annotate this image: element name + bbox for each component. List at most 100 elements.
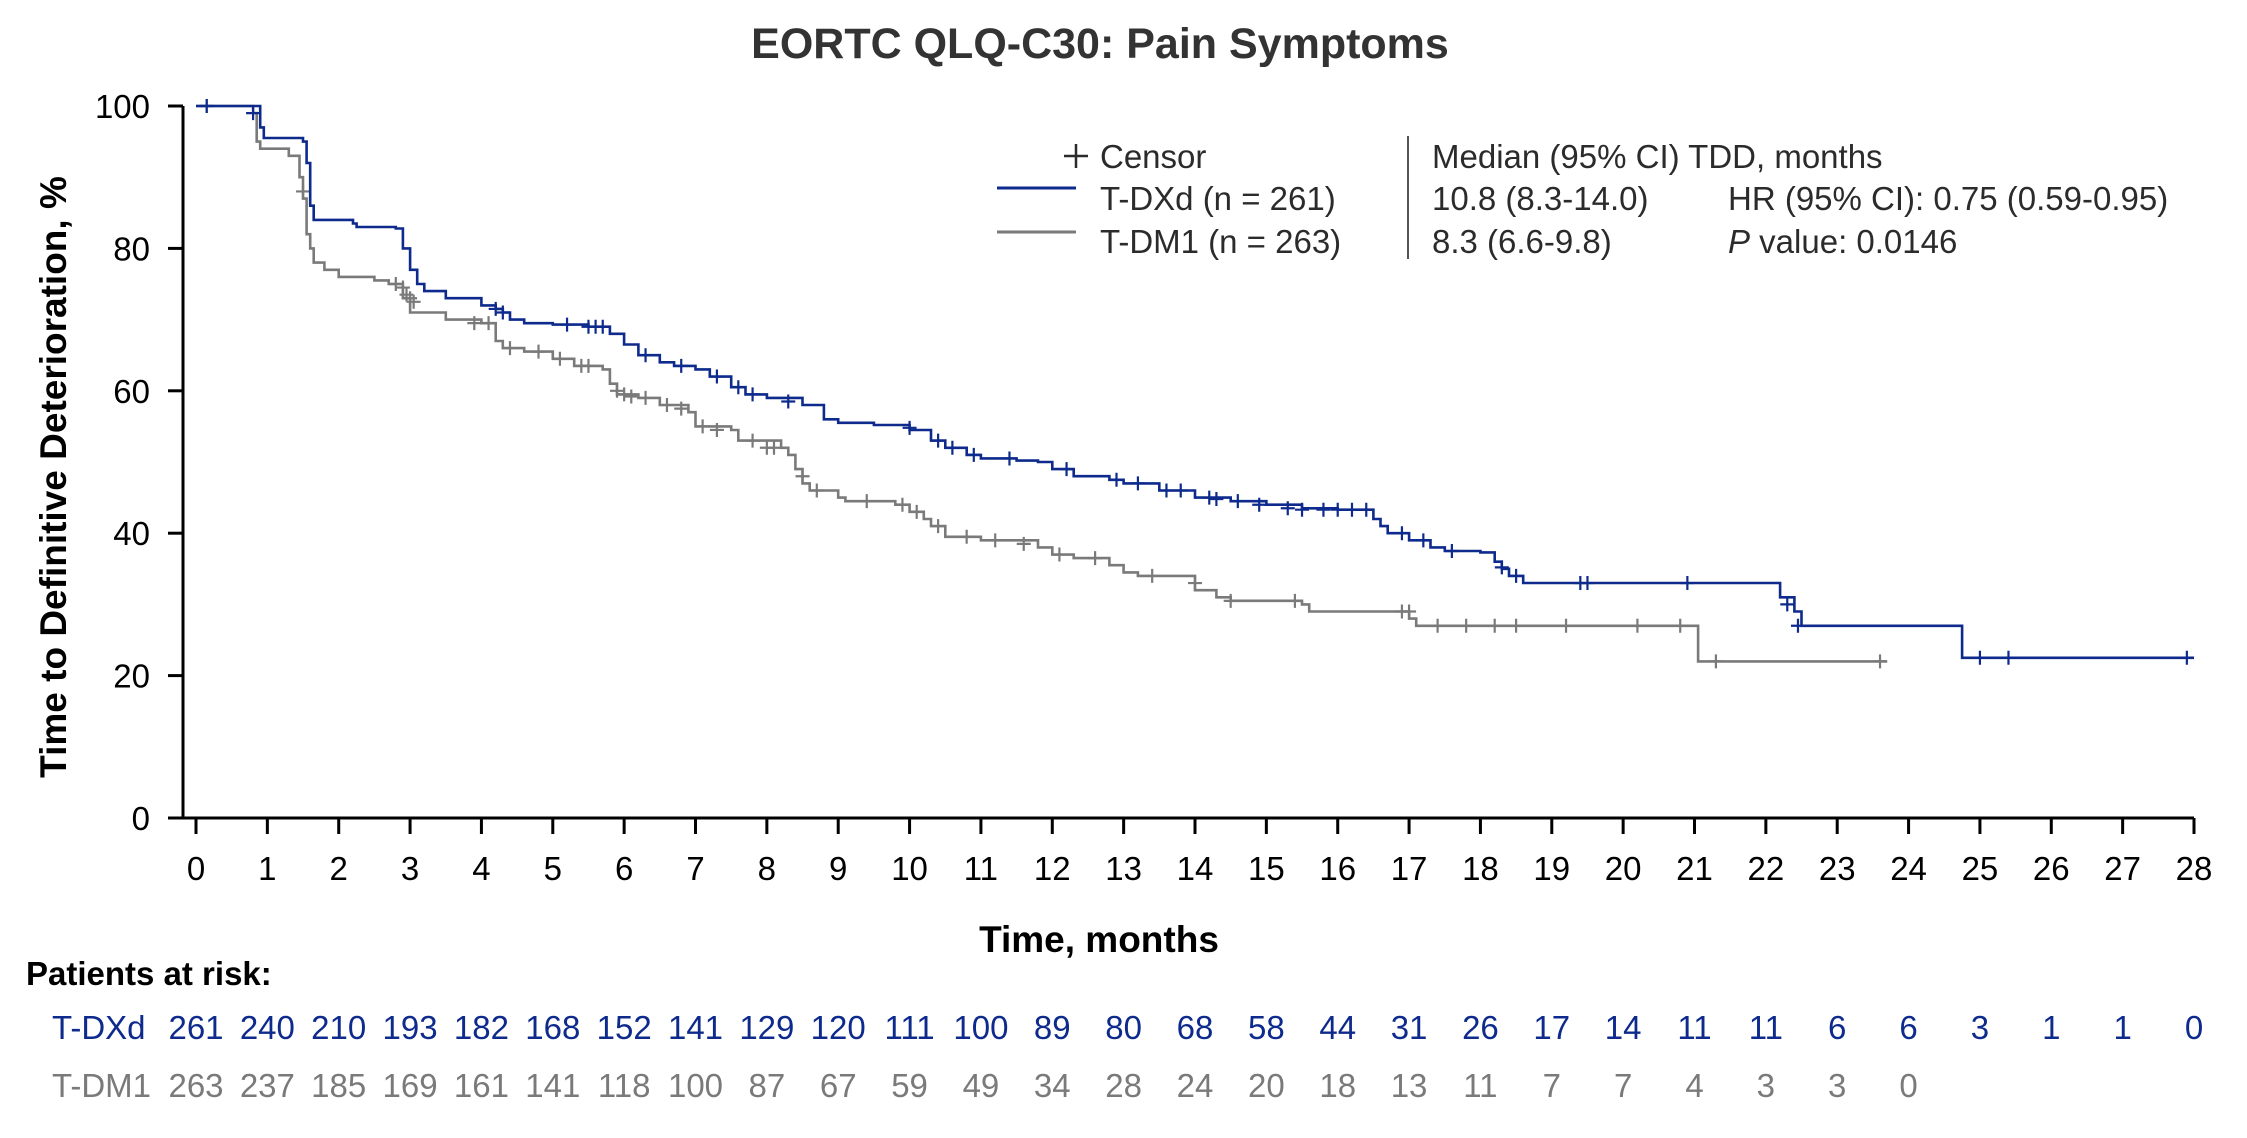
x-tick-label-7: 7 bbox=[686, 850, 704, 887]
risk-value-t-dxd-9: 120 bbox=[811, 1009, 866, 1046]
censor-mark-t-dxd-11 bbox=[731, 380, 746, 395]
legend: Censor T-DXd (n = 261) T-DM1 (n = 263) M… bbox=[997, 136, 2168, 260]
x-tick-label-9: 9 bbox=[829, 850, 847, 887]
km-curve-t-dxd bbox=[196, 104, 2194, 660]
censor-mark-t-dxd-15 bbox=[931, 433, 946, 448]
series-t-dxd bbox=[196, 99, 2194, 665]
censor-mark-t-dm1-34 bbox=[1052, 547, 1067, 562]
censor-mark-t-dxd-14 bbox=[902, 420, 917, 435]
censor-mark-t-dxd-24 bbox=[1202, 490, 1217, 505]
censor-mark-t-dm1-45 bbox=[1509, 618, 1524, 633]
x-tick-label-17: 17 bbox=[1391, 850, 1428, 887]
censor-mark-t-dm1-25 bbox=[795, 469, 810, 484]
censor-mark-t-dm1-22 bbox=[745, 433, 760, 448]
risk-value-t-dm1-24: 0 bbox=[1899, 1067, 1917, 1104]
risk-value-t-dm1-0: 263 bbox=[168, 1067, 223, 1104]
risk-value-t-dm1-21: 4 bbox=[1685, 1067, 1703, 1104]
x-tick-label-23: 23 bbox=[1819, 850, 1856, 887]
risk-value-t-dm1-8: 87 bbox=[748, 1067, 785, 1104]
censor-mark-t-dm1-44 bbox=[1487, 618, 1502, 633]
y-tick-label-0: 0 bbox=[132, 800, 150, 837]
censor-mark-t-dxd-12 bbox=[745, 387, 760, 402]
censor-mark-t-dm1-29 bbox=[909, 504, 924, 519]
x-tick-label-2: 2 bbox=[330, 850, 348, 887]
y-tick-label-60: 60 bbox=[113, 373, 150, 410]
censor-mark-t-dm1-50 bbox=[1873, 654, 1888, 669]
censor-mark-t-dm1-6 bbox=[406, 294, 421, 309]
censor-mark-t-dm1-42 bbox=[1430, 618, 1445, 633]
censor-mark-t-dm1-30 bbox=[931, 519, 946, 534]
risk-value-t-dm1-18: 11 bbox=[1463, 1067, 1497, 1104]
x-tick-label-8: 8 bbox=[758, 850, 776, 887]
censor-mark-t-dm1-33 bbox=[1016, 536, 1031, 551]
censor-mark-t-dxd-1 bbox=[246, 106, 261, 121]
risk-value-t-dm1-16: 18 bbox=[1319, 1067, 1356, 1104]
censor-mark-t-dm1-1 bbox=[296, 184, 311, 199]
x-ticks: 0 1 2 3 4 5 6 7 8 9 10 11 12 13 14 15 16 17 18 19 20 21 22 23 24… bbox=[187, 818, 2212, 887]
censor-mark-t-dxd-31 bbox=[1330, 502, 1345, 517]
risk-value-t-dxd-18: 26 bbox=[1462, 1009, 1499, 1046]
risk-value-t-dxd-6: 152 bbox=[597, 1009, 652, 1046]
risk-value-t-dxd-13: 80 bbox=[1105, 1009, 1142, 1046]
censor-mark-t-dm1-43 bbox=[1459, 618, 1474, 633]
censor-mark-t-dm1-16 bbox=[624, 389, 639, 404]
risk-value-t-dm1-7: 100 bbox=[668, 1067, 723, 1104]
risk-value-t-dxd-3: 193 bbox=[383, 1009, 438, 1046]
censor-mark-t-dxd-26 bbox=[1230, 494, 1245, 509]
risk-value-t-dm1-2: 185 bbox=[311, 1067, 366, 1104]
legend-label-t-dxd: T-DXd (n = 261) bbox=[1100, 180, 1336, 217]
survival-curves bbox=[196, 99, 2194, 669]
risk-value-t-dxd-23: 6 bbox=[1828, 1009, 1846, 1046]
censor-mark-t-dxd-30 bbox=[1316, 502, 1331, 517]
censor-mark-t-dm1-2 bbox=[388, 277, 403, 291]
risk-value-t-dm1-23: 3 bbox=[1828, 1067, 1846, 1104]
censor-mark-t-dxd-9 bbox=[674, 358, 689, 373]
y-ticks: 0 20 40 60 80 100 bbox=[95, 88, 183, 837]
censor-mark-t-dm1-28 bbox=[895, 497, 910, 512]
censor-mark-t-dxd-22 bbox=[1159, 483, 1174, 498]
x-tick-label-11: 11 bbox=[964, 850, 998, 887]
risk-value-t-dxd-26: 1 bbox=[2042, 1009, 2060, 1046]
censor-mark-t-dm1-48 bbox=[1673, 618, 1688, 633]
risk-value-t-dxd-7: 141 bbox=[668, 1009, 723, 1046]
censor-mark-t-dxd-7 bbox=[595, 319, 610, 334]
censor-mark-t-dxd-43 bbox=[1790, 618, 1805, 633]
risk-value-t-dxd-19: 17 bbox=[1533, 1009, 1570, 1046]
x-tick-label-26: 26 bbox=[2033, 850, 2070, 887]
x-axis-title: Time, months bbox=[979, 919, 1219, 960]
censor-mark-t-dxd-37 bbox=[1494, 560, 1509, 575]
risk-value-t-dxd-1: 240 bbox=[240, 1009, 295, 1046]
legend-hr: HR (95% CI): 0.75 (0.59-0.95) bbox=[1728, 180, 2168, 217]
censor-mark-t-dm1-24 bbox=[766, 440, 781, 455]
risk-value-t-dxd-22: 11 bbox=[1749, 1009, 1783, 1046]
censor-mark-t-dm1-26 bbox=[809, 483, 824, 498]
censor-mark-t-dm1-15 bbox=[617, 387, 632, 402]
censor-mark-t-dm1-14 bbox=[610, 383, 625, 398]
risk-value-t-dxd-27: 1 bbox=[2113, 1009, 2131, 1046]
risk-value-t-dm1-6: 118 bbox=[598, 1067, 651, 1104]
censor-mark-t-dm1-11 bbox=[552, 351, 567, 366]
x-tick-label-16: 16 bbox=[1319, 850, 1356, 887]
legend-censor-label: Censor bbox=[1100, 138, 1206, 175]
censor-mark-t-dm1-21 bbox=[709, 422, 724, 437]
risk-value-t-dxd-4: 182 bbox=[454, 1009, 509, 1046]
x-tick-label-15: 15 bbox=[1248, 850, 1285, 887]
x-tick-label-5: 5 bbox=[544, 850, 562, 887]
x-tick-label-27: 27 bbox=[2104, 850, 2141, 887]
risk-value-t-dxd-5: 168 bbox=[525, 1009, 580, 1046]
x-tick-label-10: 10 bbox=[891, 850, 928, 887]
risk-label-t-dxd: T-DXd bbox=[52, 1009, 146, 1046]
y-tick-label-100: 100 bbox=[95, 88, 150, 125]
censor-mark-t-dxd-41 bbox=[1680, 576, 1695, 591]
risk-value-t-dxd-28: 0 bbox=[2185, 1009, 2203, 1046]
y-tick-label-80: 80 bbox=[113, 230, 150, 267]
censor-mark-t-dxd-36 bbox=[1444, 544, 1459, 558]
risk-value-t-dm1-17: 13 bbox=[1391, 1067, 1428, 1104]
risk-value-t-dxd-16: 44 bbox=[1319, 1009, 1356, 1046]
y-tick-label-40: 40 bbox=[113, 515, 150, 552]
risk-value-t-dxd-17: 31 bbox=[1391, 1009, 1428, 1046]
censor-mark-t-dxd-32 bbox=[1344, 502, 1359, 517]
y-tick-label-20: 20 bbox=[113, 658, 150, 695]
x-tick-label-14: 14 bbox=[1177, 850, 1214, 887]
censor-mark-t-dm1-38 bbox=[1223, 593, 1238, 608]
